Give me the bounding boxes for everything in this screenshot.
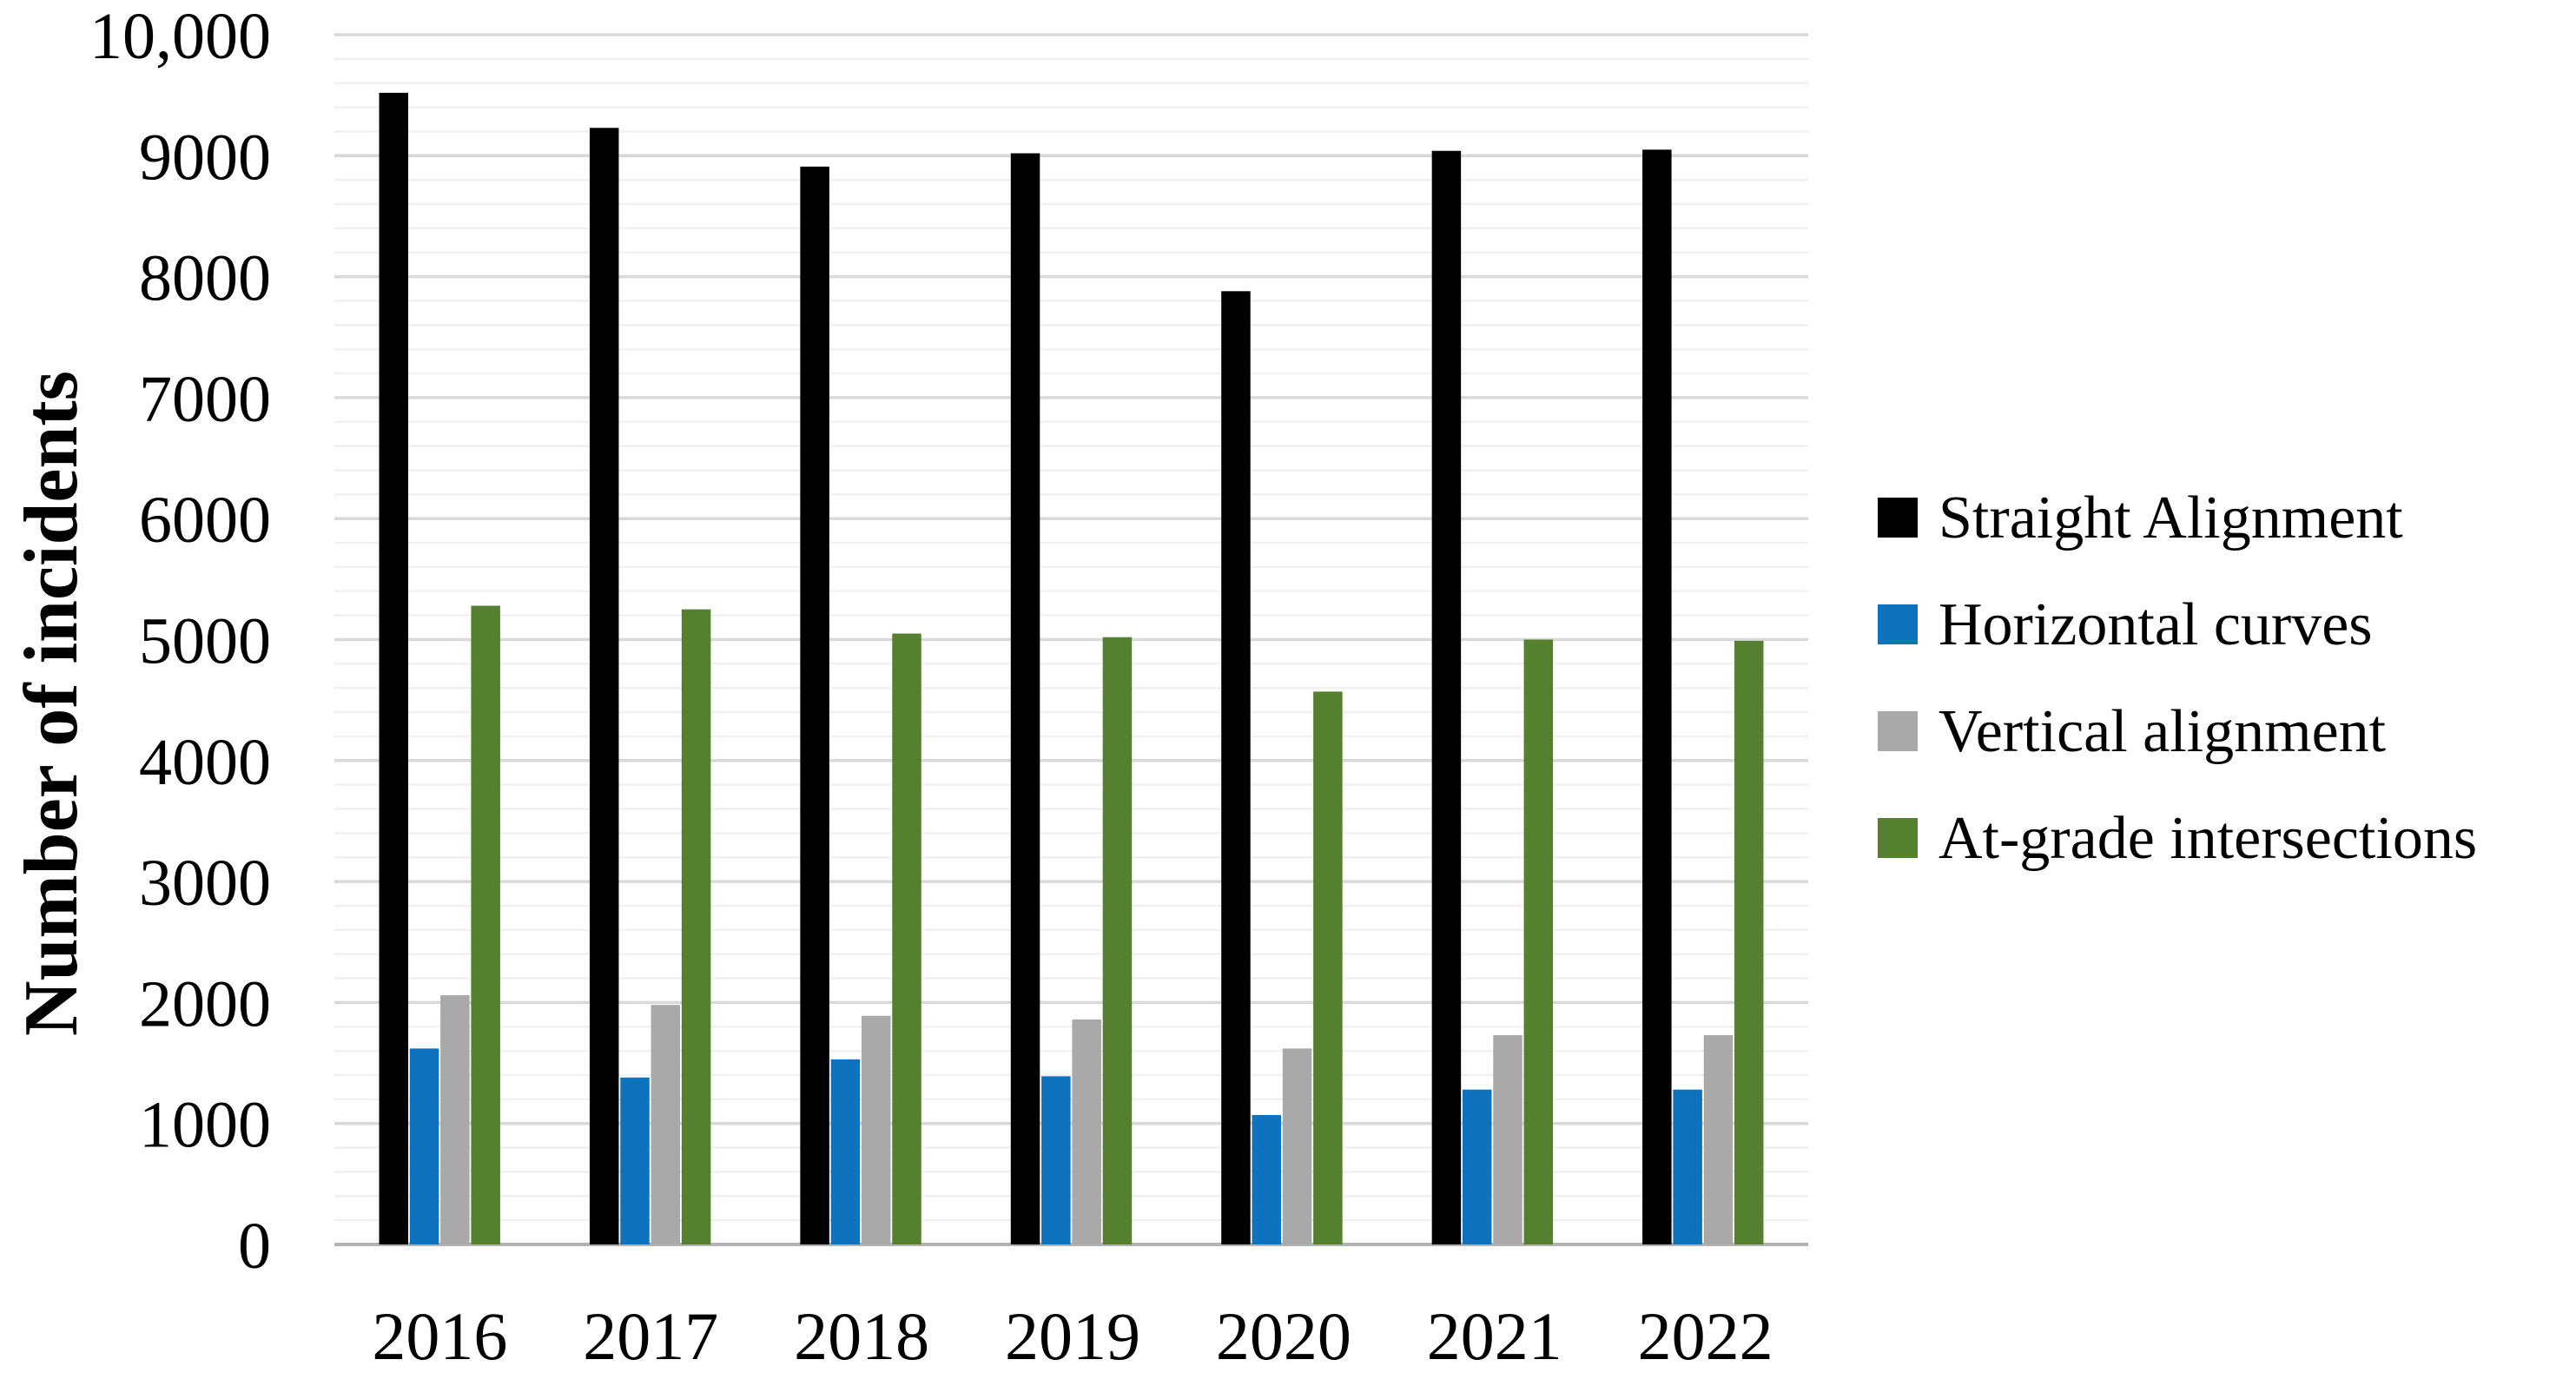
x-tick-2021: 2021 xyxy=(1427,1298,1562,1374)
bar-horizontal-curves-2018 xyxy=(830,1059,861,1244)
legend-label-straight-alignment: Straight Alignment xyxy=(1939,485,2403,551)
bar-horizontal-curves-2021 xyxy=(1462,1089,1492,1244)
y-tick-10000: 10,000 xyxy=(89,0,271,73)
bars xyxy=(379,92,1764,1245)
x-tick-2017: 2017 xyxy=(583,1298,718,1374)
x-tick-2022: 2022 xyxy=(1638,1298,1773,1374)
bar-vertical-alignment-2018 xyxy=(861,1015,891,1244)
y-tick-7000: 7000 xyxy=(139,363,271,436)
y-tick-2000: 2000 xyxy=(139,967,271,1040)
bar-straight-alignment-2016 xyxy=(379,92,409,1244)
legend-swatch-horizontal-curves xyxy=(1878,604,1918,644)
gridlines xyxy=(334,33,1808,1246)
bar-vertical-alignment-2022 xyxy=(1703,1035,1734,1244)
x-axis-tick-labels: 2016 2017 2018 2019 2020 2021 2022 xyxy=(372,1298,1773,1374)
y-tick-0: 0 xyxy=(238,1210,271,1283)
bar-vertical-alignment-2021 xyxy=(1493,1035,1522,1244)
bar-vertical-alignment-2017 xyxy=(651,1005,681,1244)
y-tick-6000: 6000 xyxy=(139,484,271,557)
bar-at-grade-intersections-2016 xyxy=(471,605,500,1244)
bar-horizontal-curves-2017 xyxy=(620,1077,650,1244)
y-axis-title: Number of incidents xyxy=(10,371,94,1036)
bar-vertical-alignment-2020 xyxy=(1282,1048,1312,1244)
bar-at-grade-intersections-2022 xyxy=(1734,640,1764,1244)
y-tick-8000: 8000 xyxy=(139,242,271,315)
bar-horizontal-curves-2022 xyxy=(1673,1089,1702,1244)
bar-straight-alignment-2020 xyxy=(1221,291,1251,1244)
bar-at-grade-intersections-2020 xyxy=(1313,691,1343,1244)
legend-label-horizontal-curves: Horizontal curves xyxy=(1939,591,2373,658)
bar-at-grade-intersections-2021 xyxy=(1523,639,1554,1244)
legend-swatch-at-grade-intersections xyxy=(1878,818,1918,858)
bar-horizontal-curves-2020 xyxy=(1252,1114,1282,1244)
bar-at-grade-intersections-2019 xyxy=(1102,637,1133,1244)
x-tick-2016: 2016 xyxy=(372,1298,507,1374)
bar-at-grade-intersections-2017 xyxy=(681,609,711,1244)
y-tick-9000: 9000 xyxy=(139,121,271,194)
x-tick-2019: 2019 xyxy=(1005,1298,1140,1374)
legend-label-vertical-alignment: Vertical alignment xyxy=(1939,698,2387,765)
legend-label-at-grade-intersections: At-grade intersections xyxy=(1939,805,2477,872)
legend-swatch-straight-alignment xyxy=(1878,498,1918,538)
legend-swatch-vertical-alignment xyxy=(1878,711,1918,751)
bar-straight-alignment-2017 xyxy=(589,128,619,1245)
bar-at-grade-intersections-2018 xyxy=(892,633,921,1244)
y-tick-5000: 5000 xyxy=(139,605,271,678)
bar-straight-alignment-2018 xyxy=(800,166,829,1244)
bar-straight-alignment-2019 xyxy=(1010,153,1040,1244)
bar-vertical-alignment-2019 xyxy=(1072,1019,1101,1244)
y-tick-4000: 4000 xyxy=(139,726,271,799)
y-tick-3000: 3000 xyxy=(139,847,271,920)
bar-straight-alignment-2021 xyxy=(1431,150,1462,1244)
x-tick-2018: 2018 xyxy=(794,1298,929,1374)
bar-straight-alignment-2022 xyxy=(1642,149,1672,1245)
y-tick-1000: 1000 xyxy=(139,1089,271,1162)
bar-vertical-alignment-2016 xyxy=(440,995,470,1244)
y-axis-tick-labels: 0 1000 2000 3000 4000 5000 6000 7000 800… xyxy=(89,0,271,1283)
legend: Straight Alignment Horizontal curves Ver… xyxy=(1878,485,2477,872)
bar-horizontal-curves-2019 xyxy=(1041,1076,1071,1244)
x-tick-2020: 2020 xyxy=(1216,1298,1351,1374)
bar-horizontal-curves-2016 xyxy=(409,1048,439,1244)
